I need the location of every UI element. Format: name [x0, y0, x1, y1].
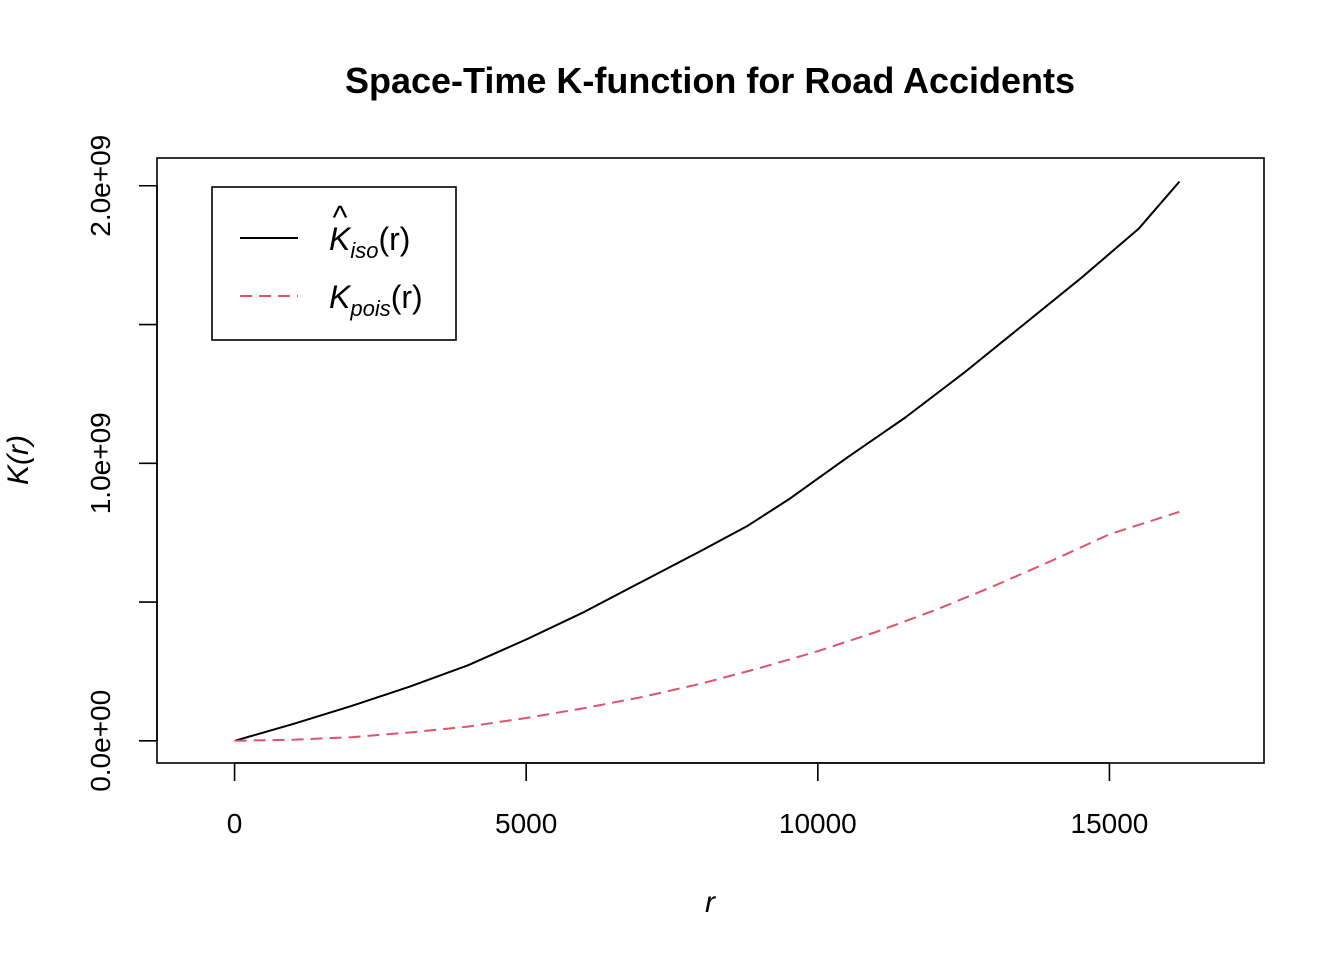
legend-label-k_pois: Kpois(r) — [329, 279, 423, 321]
series-line-k_iso — [234, 180, 1181, 742]
x-tick-label: 0 — [227, 808, 243, 839]
x-axis-label: r — [705, 886, 716, 919]
series-line-k_pois — [234, 510, 1180, 742]
series-layer — [234, 180, 1181, 742]
x-tick-label: 15000 — [1071, 808, 1149, 839]
chart-title: Space-Time K-function for Road Accidents — [345, 60, 1075, 101]
y-tick-label: 2.0e+09 — [85, 135, 116, 237]
y-axis-label: K(r) — [2, 435, 35, 485]
y-tick-label: 0.0e+00 — [85, 690, 116, 792]
y-axis: 0.0e+00 1.0e+09 2.0e+09 — [85, 135, 158, 792]
legend: Kiso(r)^ Kpois(r) — [211, 186, 457, 341]
y-tick-label: 1.0e+09 — [85, 412, 116, 514]
x-tick-label: 10000 — [779, 808, 857, 839]
x-axis: 0 5000 10000 15000 — [227, 762, 1149, 839]
x-tick-label: 5000 — [495, 808, 557, 839]
legend-label-k_iso: Kiso(r) — [329, 221, 410, 263]
legend-hat-k_iso: ^ — [332, 199, 347, 235]
legend-box — [211, 186, 457, 341]
